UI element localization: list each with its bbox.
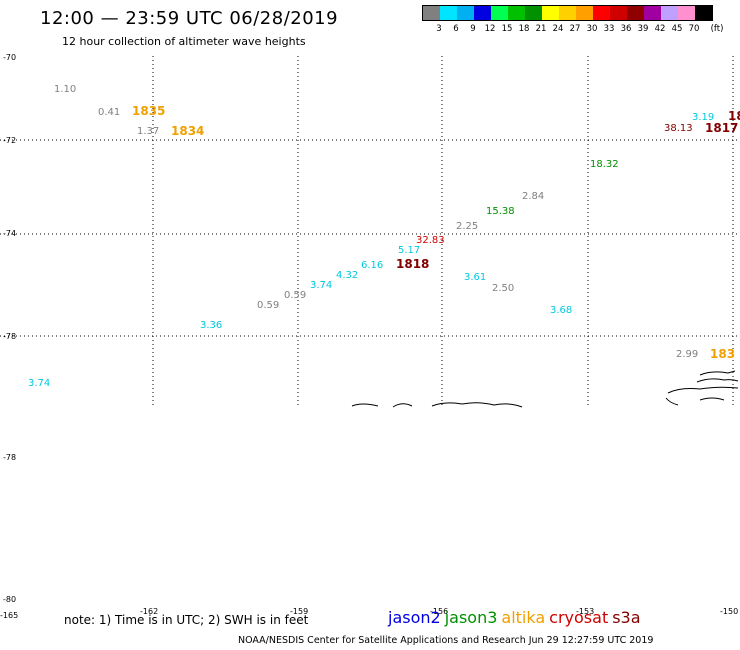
legend-item-jason2: jason2 [388, 608, 441, 627]
wave-height-value: 0.59 [257, 300, 279, 311]
color-swatch [542, 6, 559, 20]
color-tick-label: 15 [501, 24, 513, 34]
legend-item-altika: altika [501, 608, 546, 627]
color-swatch [474, 6, 491, 20]
wave-height-value: 15.38 [486, 206, 515, 217]
color-swatch [627, 6, 644, 20]
color-swatch [576, 6, 593, 20]
color-swatch [525, 6, 542, 20]
wave-height-value: 3.61 [464, 272, 486, 283]
latitude-label: -70 [3, 53, 16, 62]
coastline-segment [665, 397, 679, 406]
lat-lon-grid [0, 56, 740, 406]
color-tick-label: 30 [586, 24, 598, 34]
wave-height-value: 3.74 [310, 280, 332, 291]
wave-height-value: 0.59 [284, 290, 306, 301]
longitude-label: -159 [290, 607, 308, 616]
wave-height-value: 4.32 [336, 270, 358, 281]
map-title: 12:00 — 23:59 UTC 06/28/2019 [40, 8, 339, 29]
color-swatch [491, 6, 508, 20]
pass-time-label: 1835 [132, 104, 165, 118]
wave-height-value: 2.84 [522, 191, 544, 202]
color-scale-bar [422, 5, 713, 21]
color-swatch [559, 6, 576, 20]
wave-height-value: 1.37 [137, 126, 159, 137]
color-swatch [678, 6, 695, 20]
color-tick-label: 9 [470, 24, 476, 34]
wave-height-value: 2.99 [676, 349, 698, 360]
color-tick-label: 3 [436, 24, 442, 34]
color-swatch [695, 6, 712, 20]
coastline [351, 370, 739, 408]
coastline-segment [392, 403, 413, 408]
wave-height-value: 3.68 [550, 305, 572, 316]
wave-height-value: 1.10 [54, 84, 76, 95]
map-subtitle: 12 hour collection of altimeter wave hei… [62, 35, 306, 48]
longitude-label: -153 [576, 607, 594, 616]
latitude-label: -80 [3, 595, 16, 604]
latitude-label: -78 [3, 332, 16, 341]
coastline-segment [699, 397, 725, 401]
satellite-legend: jason2 jason3 altika cryosat s3a [388, 610, 645, 626]
color-tick-label: 42 [654, 24, 666, 34]
coastline-segment [351, 403, 379, 407]
color-swatch [593, 6, 610, 20]
pass-time-label: 183 [710, 347, 735, 361]
latitude-label: -74 [3, 229, 16, 238]
color-tick-label: 70 [688, 24, 700, 34]
pass-time-label: 18 [728, 109, 740, 123]
color-tick-label: 18 [518, 24, 530, 34]
pass-time-label: 1818 [396, 257, 429, 271]
color-tick-label: (ft) [710, 24, 724, 34]
coastline-segment [696, 378, 739, 383]
legend-item-s3a: s3a [612, 608, 641, 627]
wave-height-value: 5.17 [398, 245, 420, 256]
color-swatch [661, 6, 678, 20]
wave-height-value: 0.41 [98, 107, 120, 118]
color-swatch [440, 6, 457, 20]
wave-height-value: 2.25 [456, 221, 478, 232]
color-swatch [610, 6, 627, 20]
color-swatch [508, 6, 525, 20]
latitude-label: -78 [3, 453, 16, 462]
color-tick-label: 33 [603, 24, 615, 34]
color-swatch [644, 6, 661, 20]
color-tick-label: 21 [535, 24, 547, 34]
legend-item-cryosat: cryosat [549, 608, 609, 627]
longitude-label: -165 [0, 611, 18, 620]
longitude-label: -162 [140, 607, 158, 616]
coastline-segment [699, 370, 736, 376]
wave-height-value: 18.32 [590, 159, 619, 170]
color-tick-label: 39 [637, 24, 649, 34]
latitude-label: -72 [3, 136, 16, 145]
coastline-segment [431, 402, 523, 408]
longitude-label: -150 [720, 607, 738, 616]
color-tick-label: 6 [453, 24, 459, 34]
longitude-label: -156 [430, 607, 448, 616]
wave-height-value: 3.36 [200, 320, 222, 331]
color-scale-ticks: 3 6 9 12 15 18 21 24 27 30 33 36 39 42 45 70 (ft) [422, 24, 740, 36]
color-tick-label: 12 [484, 24, 496, 34]
coastline-segment [667, 386, 739, 394]
credit-line: NOAA/NESDIS Center for Satellite Applica… [238, 635, 654, 646]
color-swatch [423, 6, 440, 20]
color-tick-label: 36 [620, 24, 632, 34]
color-swatch [457, 6, 474, 20]
wave-height-value: 3.74 [28, 378, 50, 389]
color-tick-label: 45 [671, 24, 683, 34]
wave-height-value: 6.16 [361, 260, 383, 271]
color-tick-label: 27 [569, 24, 581, 34]
legend-item-jason3: jason3 [444, 608, 498, 627]
pass-time-label: 1817 [705, 121, 738, 135]
wave-height-value: 3.19 [692, 112, 714, 123]
wave-height-value: 32.83 [416, 235, 445, 246]
units-note: note: 1) Time is in UTC; 2) SWH is in fe… [64, 613, 309, 627]
wave-height-value: 38.13 [664, 123, 693, 134]
wave-height-value: 2.50 [492, 283, 514, 294]
pass-time-label: 1834 [171, 124, 204, 138]
color-tick-label: 24 [552, 24, 564, 34]
